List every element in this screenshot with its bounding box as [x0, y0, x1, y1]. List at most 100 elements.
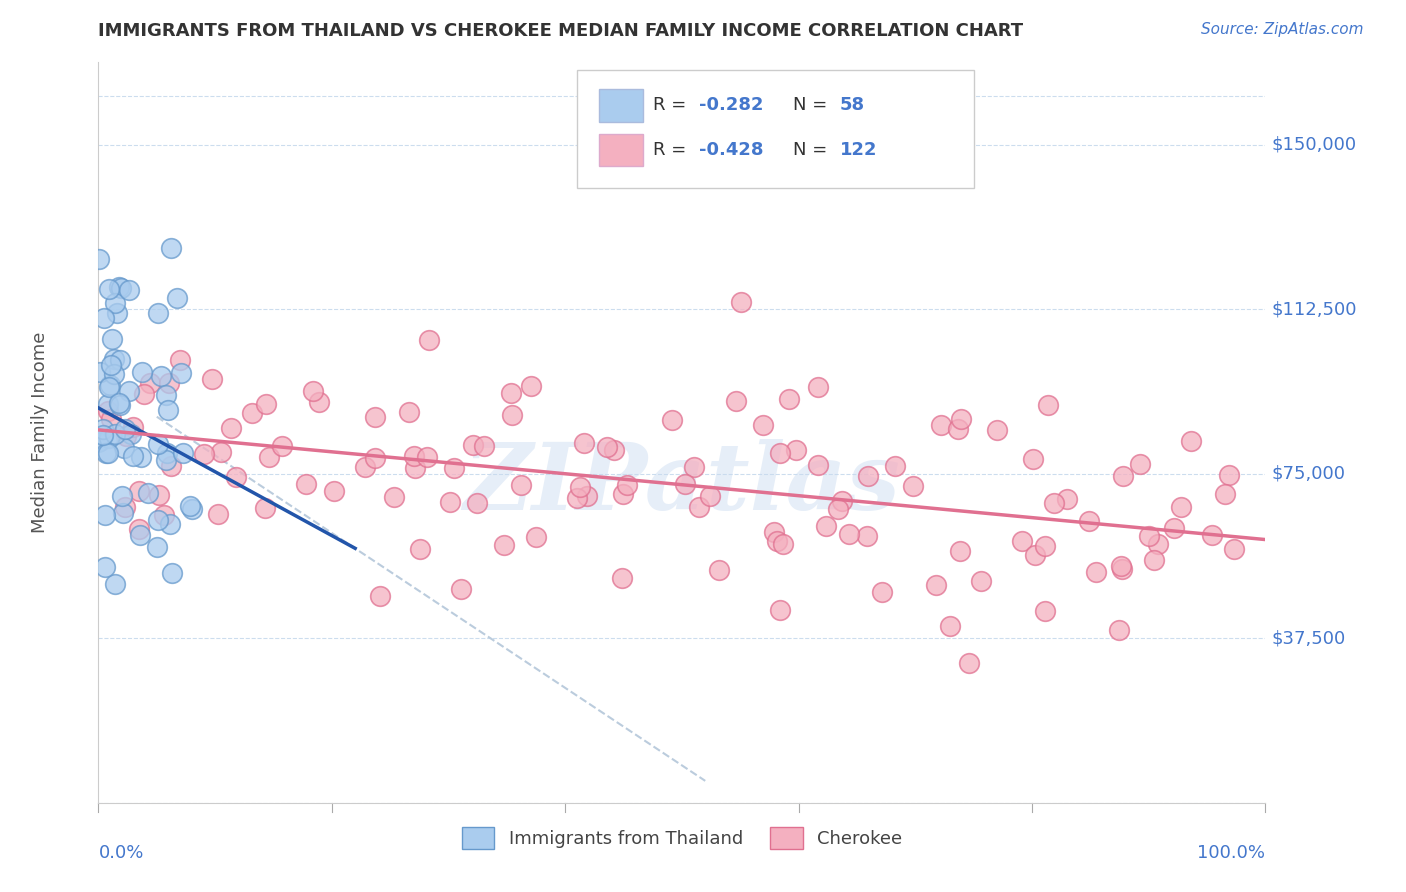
Point	[398, 405, 420, 419]
Point	[98, 431, 121, 445]
Point	[207, 507, 229, 521]
Point	[416, 450, 439, 464]
Point	[856, 469, 879, 483]
Point	[925, 578, 948, 592]
Point	[856, 529, 879, 543]
Point	[1035, 604, 1057, 618]
Point	[1078, 515, 1101, 529]
Point	[146, 306, 169, 320]
FancyBboxPatch shape	[599, 134, 644, 166]
Point	[472, 439, 495, 453]
Point	[122, 419, 145, 434]
Point	[766, 534, 789, 549]
Point	[368, 589, 391, 603]
Point	[100, 358, 122, 372]
Point	[146, 540, 169, 554]
Point	[931, 418, 953, 433]
Point	[97, 404, 120, 418]
Point	[1038, 398, 1060, 412]
Point	[302, 384, 325, 398]
Point	[1137, 529, 1160, 543]
Point	[1043, 496, 1066, 510]
Point	[724, 394, 747, 409]
Point	[159, 241, 181, 255]
Text: -0.428: -0.428	[699, 141, 763, 159]
Point	[762, 525, 785, 540]
FancyBboxPatch shape	[576, 70, 973, 188]
Point	[103, 351, 125, 366]
Text: 122: 122	[839, 141, 877, 159]
Point	[179, 500, 201, 514]
Point	[128, 522, 150, 536]
Point	[89, 366, 111, 380]
Point	[270, 439, 292, 453]
Point	[111, 489, 134, 503]
Point	[240, 406, 263, 420]
Point	[118, 283, 141, 297]
Point	[948, 422, 970, 436]
Point	[1222, 542, 1244, 557]
Point	[149, 369, 172, 384]
Point	[98, 377, 121, 392]
Point	[193, 447, 215, 461]
Point	[768, 445, 790, 459]
Point	[730, 295, 752, 310]
Point	[1033, 540, 1056, 554]
Legend: Immigrants from Thailand, Cherokee: Immigrants from Thailand, Cherokee	[454, 821, 910, 856]
Point	[97, 446, 120, 460]
Point	[382, 491, 405, 505]
Point	[443, 461, 465, 475]
Point	[98, 281, 121, 295]
Point	[751, 417, 773, 432]
Point	[827, 502, 849, 516]
Point	[93, 422, 115, 436]
Point	[1218, 467, 1240, 482]
Point	[815, 519, 838, 533]
Point	[610, 571, 633, 585]
Point	[492, 538, 515, 552]
Point	[575, 489, 598, 503]
Point	[616, 478, 638, 492]
Text: ZIPatlas: ZIPatlas	[464, 440, 900, 530]
Point	[404, 461, 426, 475]
Point	[259, 450, 281, 465]
Point	[108, 280, 131, 294]
Point	[87, 434, 110, 449]
Point	[1108, 624, 1130, 638]
Text: IMMIGRANTS FROM THAILAND VS CHEROKEE MEDIAN FAMILY INCOME CORRELATION CHART: IMMIGRANTS FROM THAILAND VS CHEROKEE MED…	[98, 22, 1024, 40]
Point	[772, 537, 794, 551]
Point	[156, 445, 179, 459]
Point	[838, 526, 860, 541]
Point	[404, 449, 426, 463]
Point	[1011, 533, 1033, 548]
Point	[520, 378, 543, 392]
Point	[132, 387, 155, 401]
Point	[108, 395, 131, 409]
Point	[949, 544, 972, 558]
Point	[969, 574, 991, 589]
Point	[807, 380, 830, 394]
Text: Median Family Income: Median Family Income	[31, 332, 49, 533]
Point	[118, 384, 141, 399]
Point	[785, 443, 807, 458]
Point	[94, 446, 117, 460]
Point	[97, 396, 120, 410]
Point	[1024, 549, 1046, 563]
Point	[146, 513, 169, 527]
Point	[108, 399, 131, 413]
Point	[131, 365, 153, 379]
Point	[510, 477, 533, 491]
Point	[91, 428, 114, 442]
Point	[565, 491, 588, 505]
Point	[172, 446, 194, 460]
Point	[683, 460, 706, 475]
Text: 100.0%: 100.0%	[1198, 844, 1265, 862]
Point	[986, 423, 1008, 437]
Point	[409, 541, 432, 556]
Point	[146, 437, 169, 451]
Text: $112,500: $112,500	[1271, 301, 1357, 318]
Point	[1142, 553, 1164, 567]
Point	[673, 477, 696, 491]
Text: -0.282: -0.282	[699, 96, 763, 114]
Point	[94, 508, 117, 523]
